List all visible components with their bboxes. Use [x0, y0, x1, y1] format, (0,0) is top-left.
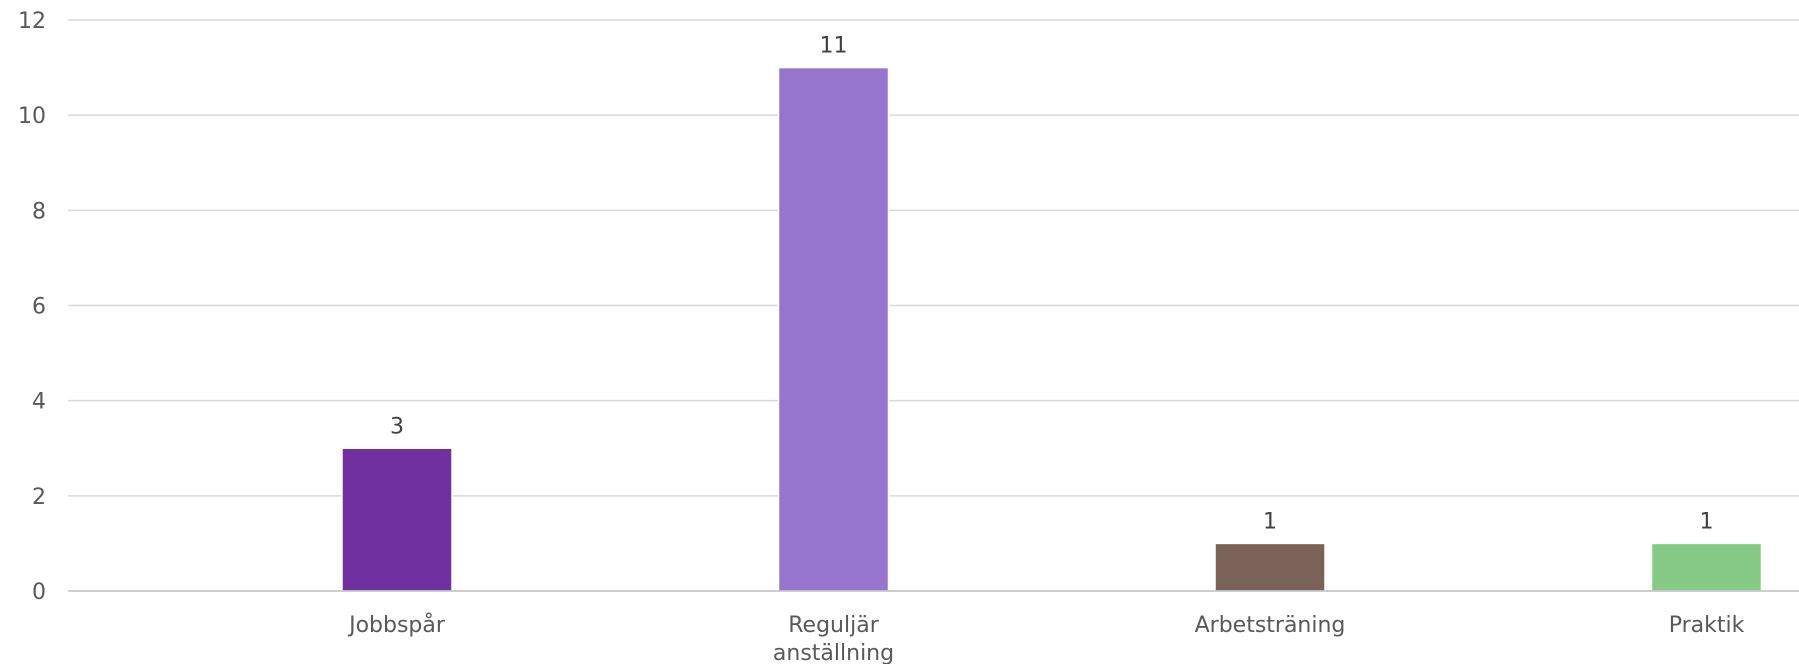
y-tick-label: 2 — [32, 485, 46, 510]
category-label: Praktik — [1669, 613, 1745, 638]
bars — [341, 66, 1763, 592]
data-label: 3 — [390, 414, 404, 439]
data-label: 1 — [1263, 509, 1277, 534]
y-tick-label: 6 — [32, 295, 46, 320]
category-label: Jobbspår — [347, 612, 446, 638]
gridlines — [68, 19, 1799, 497]
bar — [777, 66, 890, 592]
data-label: 11 — [820, 34, 848, 59]
bar — [1214, 542, 1326, 592]
y-tick-label: 8 — [32, 199, 46, 224]
y-tick-label: 10 — [18, 104, 46, 129]
bar — [1650, 542, 1763, 592]
category-label: Arbetsträning — [1195, 613, 1346, 638]
x-axis-categories: Jobbspår Reguljär anställning Arbetsträning… — [347, 612, 1744, 664]
data-label: 1 — [1700, 509, 1714, 534]
y-tick-label: 0 — [32, 580, 46, 605]
y-tick-label: 12 — [18, 9, 46, 34]
y-axis-ticks: 0 2 4 6 8 10 12 — [18, 9, 46, 605]
bar — [341, 447, 453, 592]
y-tick-label: 4 — [32, 390, 46, 415]
category-label: Reguljär anställning — [773, 613, 894, 664]
